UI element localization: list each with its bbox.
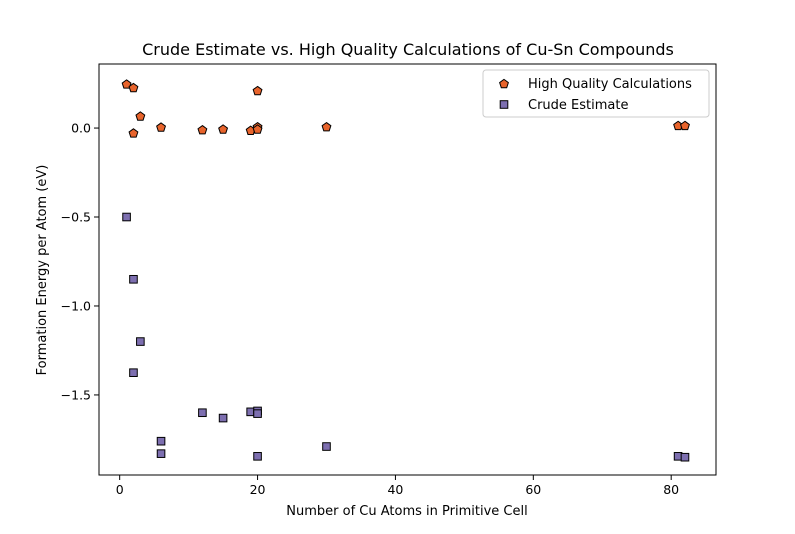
legend-label-crude-estimate: Crude Estimate <box>528 98 628 113</box>
crude-estimate-point <box>122 212 131 222</box>
crude-estimate-point <box>680 452 690 462</box>
legend: High Quality Calculations Crude Estimate <box>482 69 710 118</box>
x-tick-label: 80 <box>663 482 679 497</box>
y-tick-label: −1.5 <box>61 387 91 402</box>
y-tick-label: −0.5 <box>61 210 91 225</box>
y-axis-label: Formation Energy per Atom (eV) <box>35 165 50 376</box>
x-tick-label: 0 <box>116 482 124 497</box>
high-quality-point <box>128 82 139 93</box>
high-quality-point <box>252 85 263 96</box>
crude-estimate-point <box>136 337 145 346</box>
high-quality-point <box>135 111 146 121</box>
x-axis-ticks: 0 20 40 60 80 <box>116 475 679 497</box>
x-tick-label: 20 <box>250 482 266 497</box>
x-axis-label: Number of Cu Atoms in Primitive Cell <box>286 504 527 519</box>
plot-area <box>98 63 717 476</box>
y-tick-label: 0.0 <box>71 121 91 136</box>
high-quality-point <box>218 124 229 134</box>
crude-estimate-point <box>129 274 138 284</box>
x-tick-label: 40 <box>387 482 403 497</box>
crude-estimate-point <box>253 409 262 418</box>
crude-estimate-point <box>156 436 166 446</box>
legend-label-high-quality: High Quality Calculations <box>528 77 692 92</box>
crude-estimate-point <box>218 413 228 423</box>
legend-marker-high-quality <box>499 78 509 89</box>
y-tick-label: −1.0 <box>61 298 91 313</box>
high-quality-point <box>252 124 263 134</box>
plot-frame <box>98 63 717 476</box>
crude-estimate-point <box>322 442 331 451</box>
crude-estimate-point <box>129 368 138 377</box>
high-quality-point <box>321 121 332 132</box>
data-points <box>121 79 690 462</box>
legend-box <box>482 69 710 118</box>
high-quality-point <box>156 122 167 132</box>
crude-estimate-point <box>156 449 166 458</box>
x-tick-label: 60 <box>525 482 541 497</box>
legend-marker-crude-estimate <box>499 100 509 109</box>
high-quality-point <box>128 128 139 138</box>
high-quality-point <box>680 120 690 131</box>
high-quality-point <box>197 124 208 135</box>
legend-square-marker <box>499 100 509 109</box>
y-axis-ticks: 0.0 −0.5 −1.0 −1.5 <box>61 121 99 402</box>
crude-estimate-point <box>253 452 262 461</box>
chart-title: Crude Estimate vs. High Quality Calculat… <box>142 40 674 59</box>
legend-pentagon-marker <box>499 78 509 89</box>
high-quality-point <box>121 79 132 89</box>
crude-estimate-point <box>198 408 207 418</box>
